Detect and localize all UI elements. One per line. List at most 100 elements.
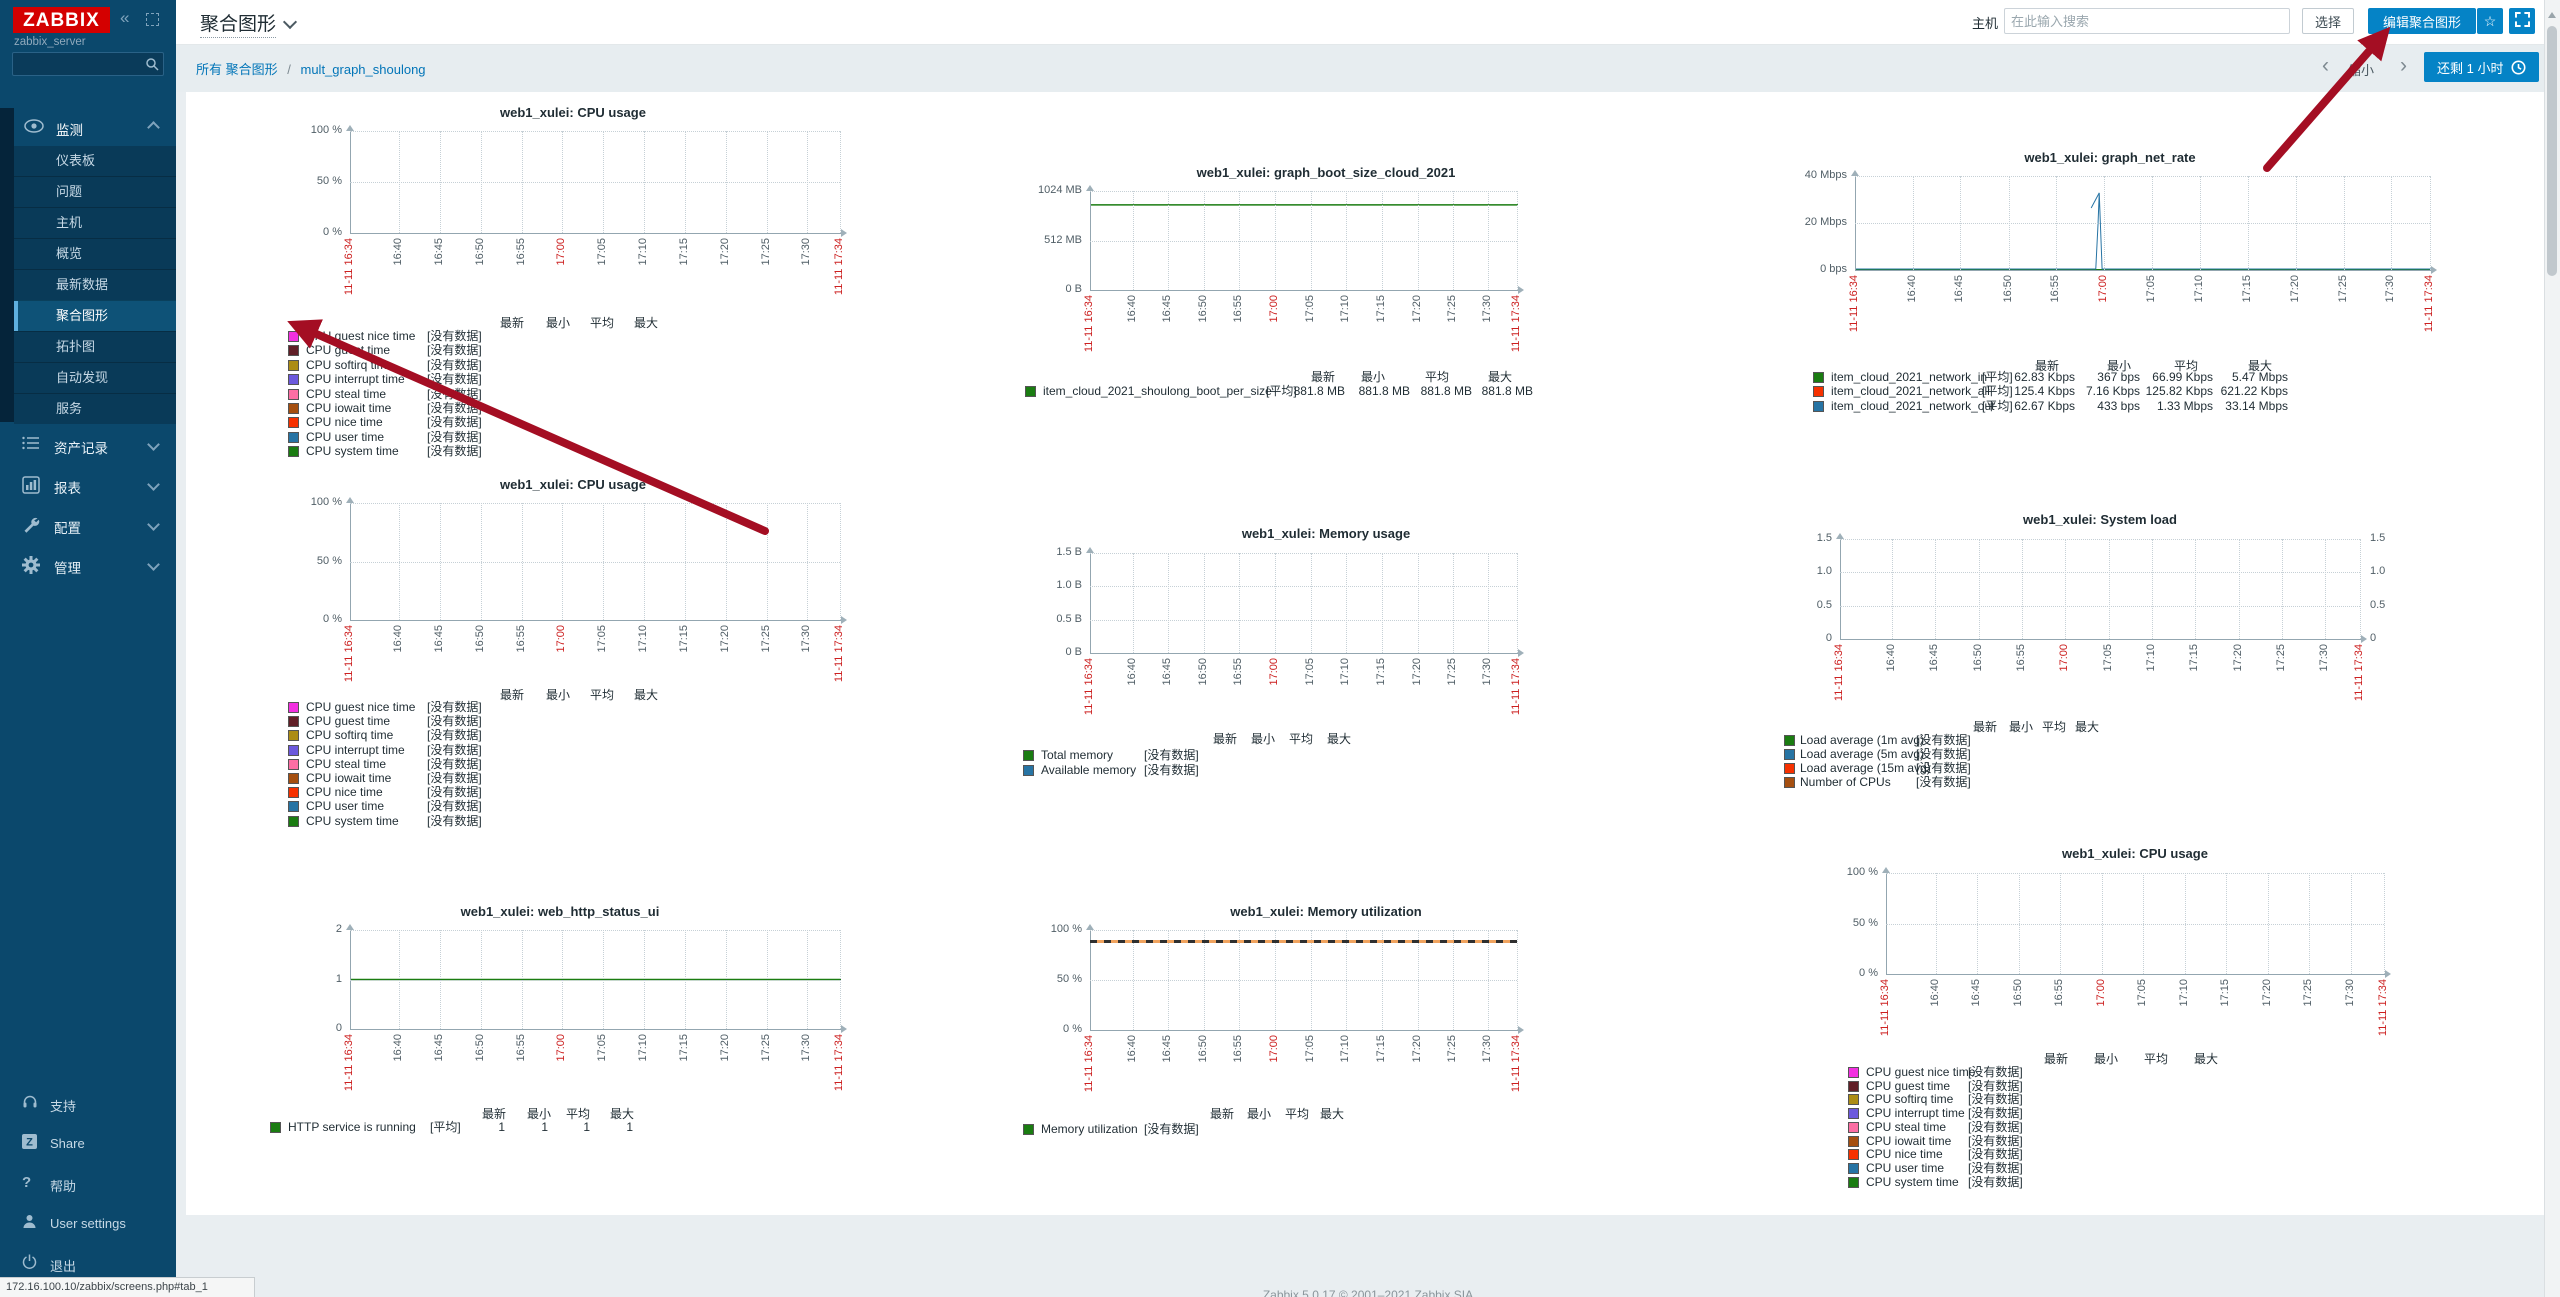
legend-no-data: [没有数据] bbox=[427, 357, 482, 372]
breadcrumb-screen-name[interactable]: mult_graph_shoulong bbox=[300, 62, 426, 77]
x-tick-label: 17:25 bbox=[2336, 275, 2349, 303]
x-tick-label: 17:10 bbox=[637, 1034, 649, 1062]
sidebar-item-signout[interactable]: 退出 bbox=[0, 1250, 176, 1278]
time-back-chevron[interactable]: ‹ bbox=[2322, 54, 2329, 77]
h-gridline bbox=[1090, 980, 1517, 981]
v-gridline bbox=[725, 131, 727, 233]
sidebar-item-share[interactable]: Z Share bbox=[0, 1130, 176, 1158]
x-tick-label: 16:45 bbox=[1161, 295, 1174, 323]
x-tick-label: 17:25 bbox=[759, 1034, 772, 1062]
select-button[interactable]: 选择 bbox=[2302, 8, 2355, 34]
kiosk-mode-button[interactable] bbox=[2509, 8, 2535, 34]
h-gridline bbox=[1090, 586, 1517, 588]
breadcrumb-all-screens[interactable]: 所有 聚合图形 bbox=[196, 62, 278, 77]
sidebar-item-latest-data[interactable]: 最新数据 bbox=[14, 269, 176, 300]
sidebar-item-help[interactable]: ? 帮助 bbox=[22, 1174, 77, 1194]
legend-header: 最新 bbox=[1209, 1107, 1234, 1121]
x-tick-label: 17:00 bbox=[555, 1034, 568, 1062]
scrollbar-up-arrow[interactable] bbox=[2548, 8, 2556, 18]
v-gridline bbox=[1346, 191, 1348, 290]
v-gridline bbox=[1204, 930, 1205, 1030]
sidebar-search-input[interactable] bbox=[17, 55, 141, 75]
v-gridline bbox=[2282, 539, 2283, 639]
active-section-strip bbox=[0, 108, 14, 422]
sidebar-section-configuration[interactable]: 配置 bbox=[0, 505, 176, 545]
legend-header: 最大 bbox=[1326, 732, 1351, 746]
zoom-out-control[interactable]: 缩小 bbox=[2348, 63, 2375, 78]
favourite-star-button[interactable]: ☆ bbox=[2477, 8, 2503, 34]
v-gridline bbox=[2152, 539, 2153, 639]
legend-header: 平均 bbox=[589, 688, 614, 702]
legend-series-label: Total memory bbox=[1041, 748, 1114, 762]
legend-series-label: Available memory bbox=[1041, 763, 1137, 777]
legend-series-label: CPU user time bbox=[1866, 1160, 1945, 1175]
legend-series-label: CPU iowait time bbox=[306, 401, 392, 415]
sidebar-section-administration[interactable]: 管理 bbox=[0, 545, 176, 585]
v-gridline bbox=[1381, 930, 1383, 1030]
sidebar-collapse-icon[interactable]: « bbox=[120, 8, 130, 27]
sidebar-section-inventory[interactable]: 资产记录 bbox=[0, 425, 176, 465]
x-tick-label: 17:30 bbox=[1481, 1035, 1494, 1063]
h-gridline bbox=[1090, 553, 1517, 554]
legend-no-data: [没有数据] bbox=[427, 799, 482, 814]
sidebar-item-problems[interactable]: 问题 bbox=[14, 176, 176, 207]
host-search-input[interactable] bbox=[2004, 8, 2290, 34]
chevron-down-icon bbox=[147, 478, 160, 491]
v-gridline bbox=[2060, 873, 2062, 974]
sidebar-item-services[interactable]: 服务 bbox=[14, 393, 176, 424]
v-gridline bbox=[1517, 191, 1518, 290]
v-gridline bbox=[1978, 539, 1980, 639]
v-gridline bbox=[1452, 553, 1454, 653]
legend-header: 最大 bbox=[609, 1107, 634, 1121]
x-tick-label: 17:05 bbox=[2145, 275, 2158, 303]
y-tick-label: 1.0 bbox=[1816, 565, 1832, 578]
v-gridline bbox=[521, 131, 523, 233]
sidebar-item-discovery[interactable]: 自动发现 bbox=[14, 362, 176, 393]
legend-value: 1.33 Mbps bbox=[2156, 398, 2213, 413]
sidebar-section-reports[interactable]: 报表 bbox=[0, 465, 176, 505]
v-gridline bbox=[480, 131, 482, 233]
y-tick-label: 0 % bbox=[323, 226, 342, 238]
v-gridline bbox=[1310, 930, 1312, 1030]
sidebar-section-monitoring[interactable]: 监测 bbox=[14, 108, 176, 146]
sidebar-item-maps[interactable]: 拓扑图 bbox=[14, 331, 176, 362]
x-tick-label: 17:30 bbox=[800, 625, 813, 653]
y-tick-label: 50 % bbox=[1056, 973, 1082, 985]
scrollbar-thumb[interactable] bbox=[2547, 26, 2557, 276]
legend-function: [平均] bbox=[1266, 384, 1297, 398]
x-tick-label: 11-11 17:34 bbox=[2377, 979, 2389, 1037]
chart-title-boot-size: web1_xulei: graph_boot_size_cloud_2021 bbox=[1196, 165, 1456, 180]
sidebar-item-screens[interactable]: 聚合图形 bbox=[14, 300, 176, 331]
legend-header: 最大 bbox=[633, 688, 658, 702]
h-gridline bbox=[350, 930, 840, 931]
sidebar-item-support[interactable]: 支持 bbox=[0, 1090, 176, 1118]
h-gridline bbox=[350, 979, 840, 981]
h-gridline bbox=[350, 182, 840, 183]
page-title[interactable]: 聚合图形 bbox=[200, 9, 298, 38]
legend-series-label: Load average (1m avg) bbox=[1800, 733, 1925, 747]
edit-screen-button[interactable]: 编辑聚合图形 bbox=[2368, 8, 2477, 34]
x-tick-label: 11-11 17:34 bbox=[833, 238, 845, 296]
sidebar-item-user-settings[interactable]: User settings bbox=[0, 1210, 176, 1238]
subheader-band: 所有 聚合图形 / mult_graph_shoulong ‹ 缩小 › 还剩 … bbox=[176, 44, 2560, 92]
x-tick-label: 17:25 bbox=[1445, 658, 1458, 686]
legend-no-data: [没有数据] bbox=[427, 343, 482, 358]
v-gridline bbox=[644, 131, 645, 233]
share-icon: Z bbox=[22, 1134, 39, 1151]
legend-color-swatch bbox=[1813, 400, 1824, 412]
sidebar-item-dashboard[interactable]: 仪表板 bbox=[56, 153, 96, 168]
chart-plot-memory-usage[interactable] bbox=[1090, 553, 1518, 654]
v-gridline bbox=[2143, 873, 2145, 974]
sidebar-item-hosts[interactable]: 主机 bbox=[14, 207, 176, 238]
vertical-scrollbar[interactable] bbox=[2544, 0, 2560, 1297]
chart-plot-system-load[interactable] bbox=[1840, 539, 2361, 640]
y-tick-label: 0 bps bbox=[1820, 263, 1847, 275]
time-range-button[interactable]: 还剩 1 小时 bbox=[2424, 52, 2540, 82]
x-tick-label: 17:05 bbox=[596, 1034, 609, 1062]
sidebar-popout-icon[interactable] bbox=[146, 13, 159, 26]
x-tick-label: 17:25 bbox=[2275, 644, 2287, 672]
sidebar-item-overview[interactable]: 概览 bbox=[14, 238, 176, 269]
x-tick-label: 16:45 bbox=[1161, 658, 1174, 686]
time-forward-chevron[interactable]: › bbox=[2400, 54, 2407, 77]
